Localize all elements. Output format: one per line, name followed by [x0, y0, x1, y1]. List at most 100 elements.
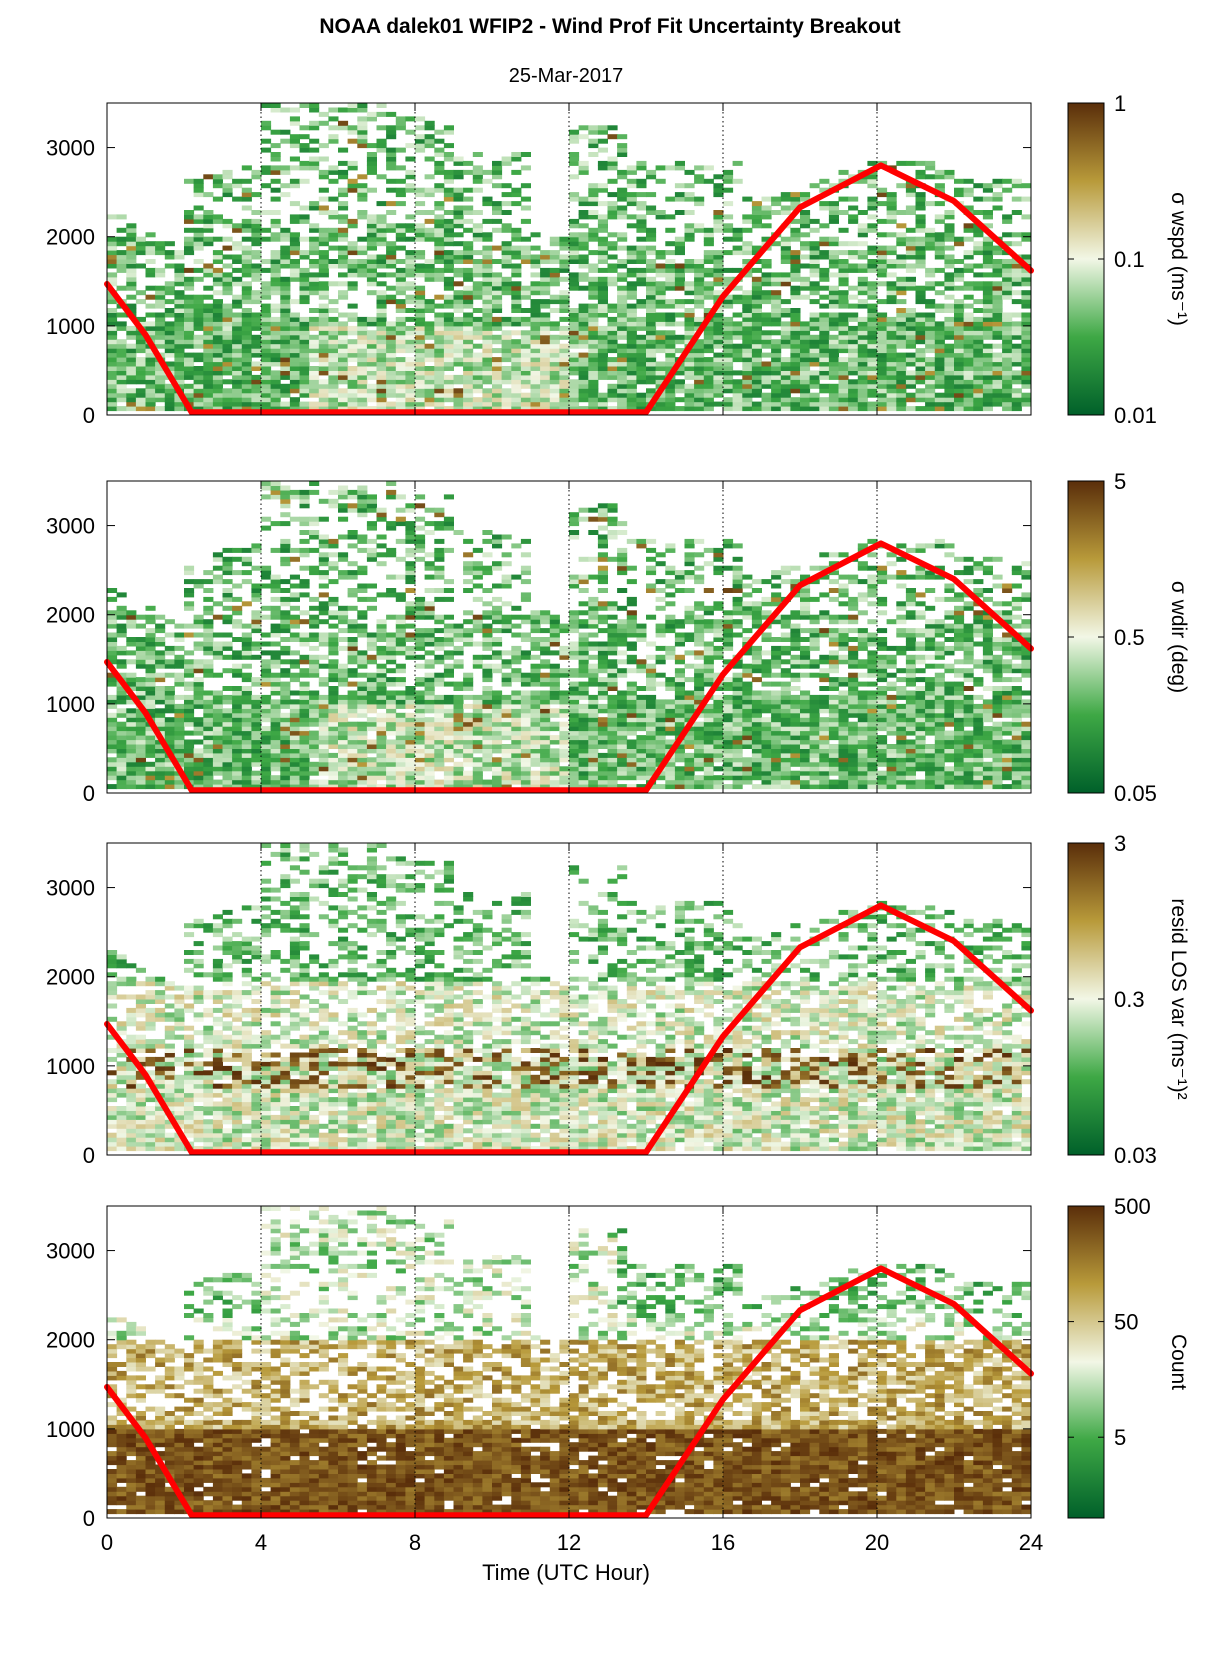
heatmap-cell — [270, 703, 281, 709]
heatmap-cell — [318, 739, 329, 745]
heatmap-cell — [145, 677, 156, 683]
heatmap-cell — [318, 784, 329, 790]
heatmap-cell — [376, 726, 387, 732]
heatmap-cell — [694, 294, 705, 300]
heatmap-cell — [299, 334, 310, 340]
heatmap-cell — [280, 303, 291, 309]
heatmap-cell — [203, 645, 214, 651]
heatmap-cell — [434, 259, 445, 264]
heatmap-cell — [771, 272, 782, 278]
heatmap-cell — [116, 775, 127, 781]
heatmap-cell — [328, 614, 339, 620]
heatmap-cell — [261, 183, 272, 189]
heatmap-cell — [713, 357, 724, 363]
heatmap-cell — [578, 254, 589, 260]
heatmap-cell — [713, 339, 724, 345]
heatmap-cell — [328, 766, 339, 772]
heatmap-cell — [135, 250, 146, 256]
heatmap-cell — [366, 348, 377, 354]
heatmap-cell — [954, 370, 965, 376]
heatmap-cell — [386, 152, 397, 157]
heatmap-cell — [203, 348, 214, 354]
heatmap-cell — [597, 312, 608, 318]
heatmap-cell — [270, 712, 281, 718]
heatmap-cell — [703, 379, 714, 385]
heatmap-cell — [193, 308, 204, 313]
heatmap-cell — [347, 650, 358, 656]
heatmap-cell — [742, 227, 753, 233]
heatmap-cell — [338, 645, 349, 651]
heatmap-cell — [222, 699, 233, 705]
heatmap-cell — [1021, 343, 1032, 349]
heatmap-cell — [905, 316, 916, 322]
heatmap-cell — [790, 321, 801, 327]
heatmap-cell — [597, 334, 608, 340]
heatmap-cell — [309, 770, 320, 776]
heatmap-cell — [212, 303, 223, 309]
heatmap-cell — [578, 201, 589, 207]
heatmap-cell — [280, 406, 291, 412]
heatmap-cell — [684, 316, 695, 322]
heatmap-cell — [751, 357, 762, 363]
heatmap-cell — [222, 330, 233, 336]
heatmap-cell — [309, 316, 320, 322]
heatmap-cell — [338, 489, 349, 495]
heatmap-cell — [877, 348, 888, 354]
heatmap-cell — [915, 285, 926, 291]
heatmap-cell — [193, 748, 204, 754]
heatmap-cell — [646, 343, 657, 349]
heatmap-cell — [992, 183, 1003, 189]
heatmap-cell — [318, 766, 329, 772]
heatmap-cell — [713, 325, 724, 331]
heatmap-cell — [434, 245, 445, 251]
heatmap-cell — [867, 334, 878, 340]
heatmap-cell — [578, 392, 589, 398]
heatmap-cell — [405, 406, 416, 412]
heatmap-cell — [569, 383, 580, 389]
heatmap-cell — [241, 308, 252, 313]
heatmap-cell — [742, 406, 753, 412]
heatmap-cell — [511, 272, 522, 278]
heatmap-cell — [1021, 236, 1032, 242]
heatmap-cell — [463, 272, 474, 278]
heatmap-cell — [674, 281, 685, 287]
heatmap-cell — [309, 784, 320, 790]
heatmap-cell — [289, 574, 300, 580]
heatmap-cell — [405, 374, 416, 380]
heatmap-cell — [453, 361, 464, 367]
heatmap-cell — [867, 223, 878, 229]
heatmap-cell — [270, 623, 281, 629]
heatmap-cell — [241, 406, 252, 412]
heatmap-cell — [655, 250, 666, 256]
heatmap-cell — [482, 303, 493, 309]
heatmap-cell — [443, 343, 454, 349]
heatmap-cell — [203, 285, 214, 291]
heatmap-cell — [636, 361, 647, 367]
heatmap-cell — [838, 178, 849, 184]
heatmap-cell — [347, 383, 358, 389]
heatmap-cell — [145, 703, 156, 709]
heatmap-cell — [867, 388, 878, 394]
heatmap-cell — [992, 325, 1003, 331]
heatmap-cell — [193, 699, 204, 705]
heatmap-cell — [347, 503, 358, 509]
heatmap-cell — [607, 330, 618, 336]
heatmap-cell — [386, 721, 397, 727]
heatmap-cell — [530, 352, 541, 358]
heatmap-cell — [934, 218, 945, 224]
heatmap-cell — [511, 316, 522, 322]
heatmap-cell — [386, 694, 397, 700]
heatmap-cell — [415, 254, 426, 260]
heatmap-cell — [761, 330, 772, 336]
heatmap-cell — [376, 241, 387, 247]
heatmap-cell — [1011, 406, 1022, 412]
heatmap-cell — [107, 744, 118, 749]
heatmap-cell — [270, 588, 281, 593]
heatmap-cell — [569, 236, 580, 242]
heatmap-cell — [126, 641, 137, 647]
heatmap-cell — [607, 343, 618, 349]
heatmap-cell — [597, 245, 608, 251]
heatmap-cell — [232, 276, 243, 282]
heatmap-cell — [347, 285, 358, 291]
heatmap-cell — [357, 138, 368, 144]
